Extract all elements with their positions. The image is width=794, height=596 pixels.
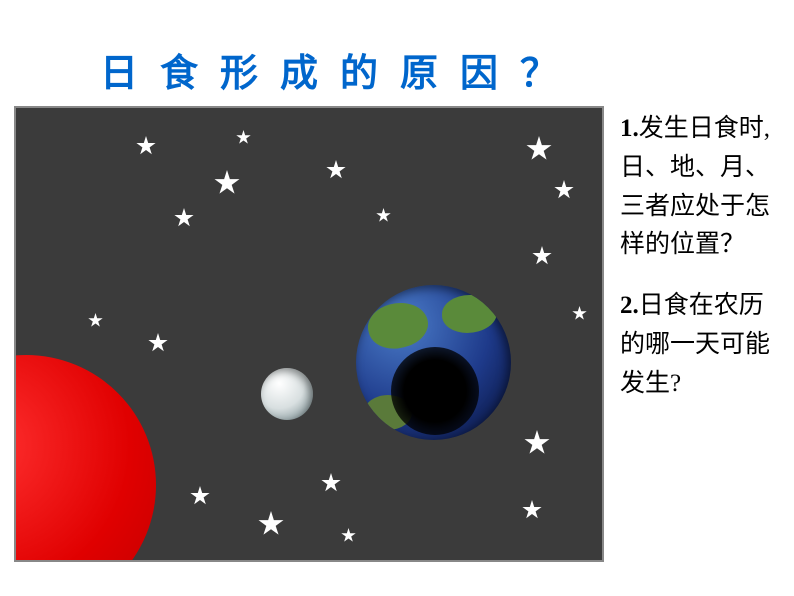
star-icon	[341, 528, 356, 543]
star-icon	[321, 473, 341, 493]
questions-panel: 1.发生日食时,日、地、月、三者应处于怎样的位置？ 2.日食在农历的哪一天可能发…	[620, 110, 780, 425]
star-icon	[524, 430, 550, 456]
star-icon	[526, 136, 552, 162]
star-icon	[214, 170, 240, 196]
question-number: 2.	[620, 292, 639, 319]
sun	[14, 355, 156, 562]
question-1: 1.发生日食时,日、地、月、三者应处于怎样的位置？	[620, 110, 780, 265]
star-icon	[258, 511, 284, 537]
star-icon	[532, 246, 552, 266]
earth-land	[442, 295, 497, 333]
question-text: 发生日食时,日、地、月、三者应处于怎样的位置？	[620, 115, 770, 258]
star-icon	[236, 130, 251, 145]
question-text: 日食在农历的哪一天可能发生?	[620, 292, 770, 397]
moon	[261, 368, 313, 420]
star-icon	[88, 313, 103, 328]
eclipse-diagram	[14, 106, 604, 562]
star-icon	[190, 486, 210, 506]
star-icon	[554, 180, 574, 200]
star-icon	[148, 333, 168, 353]
star-icon	[376, 208, 391, 223]
moon-shadow-on-earth	[391, 347, 479, 435]
earth-land	[363, 296, 433, 355]
question-2: 2.日食在农历的哪一天可能发生?	[620, 287, 780, 403]
star-icon	[522, 500, 542, 520]
star-icon	[326, 160, 346, 180]
star-icon	[572, 306, 587, 321]
page-title: 日食形成的原因？	[100, 42, 580, 97]
star-icon	[174, 208, 194, 228]
star-icon	[136, 136, 156, 156]
question-number: 1.	[620, 115, 639, 142]
earth	[356, 285, 511, 440]
